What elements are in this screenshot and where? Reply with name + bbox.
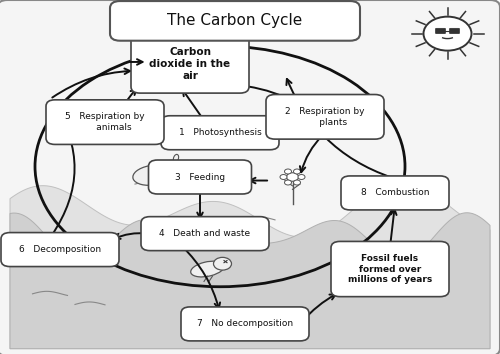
Circle shape — [162, 160, 184, 176]
Text: 6   Decomposition: 6 Decomposition — [19, 245, 101, 254]
FancyBboxPatch shape — [341, 176, 449, 210]
FancyBboxPatch shape — [148, 160, 252, 194]
FancyBboxPatch shape — [131, 34, 249, 93]
FancyBboxPatch shape — [141, 217, 269, 251]
Circle shape — [298, 175, 305, 179]
Circle shape — [284, 169, 292, 174]
Circle shape — [294, 169, 300, 174]
Ellipse shape — [133, 165, 172, 185]
Polygon shape — [10, 213, 490, 349]
Text: 1   Photosynthesis: 1 Photosynthesis — [178, 128, 262, 137]
Circle shape — [280, 175, 287, 179]
FancyBboxPatch shape — [46, 100, 164, 144]
FancyBboxPatch shape — [266, 95, 384, 139]
FancyBboxPatch shape — [1, 233, 119, 267]
Ellipse shape — [174, 154, 178, 162]
Polygon shape — [10, 183, 490, 349]
Text: 5   Respiration by
      animals: 5 Respiration by animals — [65, 112, 145, 132]
Text: 3   Feeding: 3 Feeding — [175, 172, 225, 182]
Text: 7   No decomposition: 7 No decomposition — [197, 319, 293, 329]
Circle shape — [424, 17, 472, 51]
FancyBboxPatch shape — [331, 241, 449, 297]
FancyBboxPatch shape — [436, 28, 446, 34]
Circle shape — [286, 173, 298, 181]
Text: Fossil fuels
formed over
millions of years: Fossil fuels formed over millions of yea… — [348, 254, 432, 284]
Circle shape — [284, 180, 292, 185]
Text: 2   Respiration by
      plants: 2 Respiration by plants — [285, 107, 365, 127]
Text: Carbon
dioxide in the
air: Carbon dioxide in the air — [150, 47, 230, 81]
Text: The Carbon Cycle: The Carbon Cycle — [168, 13, 302, 28]
Text: 8   Combustion: 8 Combustion — [361, 188, 429, 198]
FancyBboxPatch shape — [450, 28, 460, 34]
Circle shape — [294, 180, 300, 185]
Text: 4   Death and waste: 4 Death and waste — [160, 229, 250, 238]
Ellipse shape — [190, 261, 224, 277]
FancyBboxPatch shape — [161, 116, 279, 150]
FancyBboxPatch shape — [181, 307, 309, 341]
FancyBboxPatch shape — [110, 1, 360, 41]
Circle shape — [214, 257, 232, 270]
